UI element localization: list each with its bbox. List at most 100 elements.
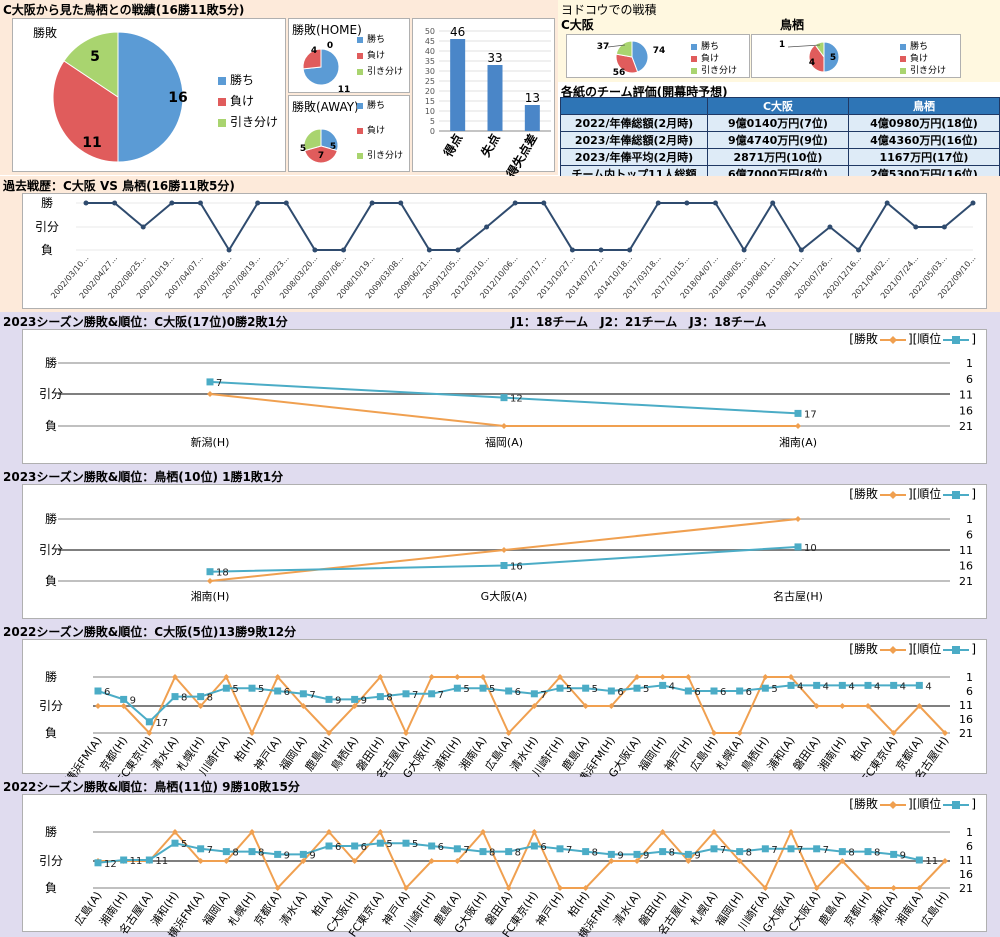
rank-point xyxy=(864,681,872,689)
rank-point xyxy=(915,856,923,864)
rank-point xyxy=(94,859,102,867)
rank-point xyxy=(197,845,205,853)
rank-data-label: 7 xyxy=(797,845,803,856)
rank-data-label: 6 xyxy=(438,842,444,853)
rank-data-label: 12 xyxy=(510,394,523,405)
legend-wl-label: [勝敗 xyxy=(849,487,878,501)
rank-data-label: 17 xyxy=(155,718,168,729)
wl-point xyxy=(531,703,538,709)
history-point xyxy=(770,200,776,206)
rank-data-label: 8 xyxy=(386,693,392,704)
rank-point xyxy=(428,690,436,698)
x-tick-label: 新潟(H) xyxy=(191,435,230,449)
wl-point xyxy=(326,829,332,835)
wl-point xyxy=(274,674,281,680)
legend-swatch xyxy=(900,56,906,62)
rank-point xyxy=(222,684,230,692)
bar-data-label: 46 xyxy=(450,25,465,39)
wl-point xyxy=(326,730,332,736)
pie-data-label: 11 xyxy=(338,85,351,95)
pie-data-label: 5 xyxy=(300,144,306,154)
y2-tick-label: 1 xyxy=(966,671,973,684)
wl-point xyxy=(865,885,871,891)
rank-data-label: 7 xyxy=(720,845,726,856)
legend-rank-label: ][順位 xyxy=(907,797,942,811)
rank-data-label: 6 xyxy=(104,687,110,698)
legend-swatch xyxy=(218,77,226,85)
rank-point xyxy=(838,681,846,689)
legend-label: 負け xyxy=(701,52,719,64)
rank-data-label: 8 xyxy=(515,848,521,859)
pie-slice xyxy=(808,44,825,73)
y-tick-label: 負 xyxy=(45,419,57,433)
rank-point xyxy=(120,856,128,864)
summary-panel: C大阪から見た鳥栖との戦績(16勝11敗5分) 勝敗 16 11 5 勝ち 負け 引き分け… xyxy=(0,0,558,181)
rank-point xyxy=(890,681,898,689)
y2-tick-label: 21 xyxy=(959,882,973,895)
wl-point xyxy=(249,730,255,736)
rank-data-label: 6 xyxy=(540,842,546,853)
wl-point xyxy=(377,674,384,680)
wl-point xyxy=(813,703,820,709)
wl-point xyxy=(120,703,127,709)
evaluation-panel: 各紙のチーム評価(開幕時予想) C大阪 鳥栖 2022/年俸総額(2月時) 9億… xyxy=(558,82,1000,183)
history-panel: 過去戦歴：C大阪 VS 鳥栖(16勝11敗5分) 勝引分負 2002/03/10.… xyxy=(0,176,1000,312)
history-point xyxy=(684,200,690,206)
rank-point xyxy=(206,568,214,576)
rank-data-label: 6 xyxy=(720,687,726,698)
table-row: 2023/年俸平均(2月時) 2871万円(10位) 1167万円(17位) xyxy=(560,148,1000,166)
rank-data-label: 6 xyxy=(335,842,341,853)
table-cell: 4億0980万円(18位) xyxy=(847,114,1000,132)
rank-point xyxy=(299,850,307,858)
wl-point xyxy=(762,674,769,680)
rank-point xyxy=(761,845,769,853)
rank-data-label: 8 xyxy=(181,693,187,704)
rank-point xyxy=(376,839,384,847)
history-point xyxy=(83,200,89,206)
rank-data-label: 8 xyxy=(848,848,854,859)
rank-point xyxy=(376,693,384,701)
bar-data-label: 33 xyxy=(487,51,502,65)
wl-point xyxy=(454,858,461,864)
rank-data-label: 9 xyxy=(335,695,341,706)
legend-swatch xyxy=(357,53,363,59)
wl-point xyxy=(890,885,897,891)
rank-point xyxy=(402,839,410,847)
table-row: 2022/年俸総額(2月時) 9億0140万円(7位) 4億0980万円(18位… xyxy=(560,114,1000,132)
chart-legend: [勝敗][順位] xyxy=(849,795,976,812)
wl-point xyxy=(505,730,512,736)
rank-data-label: 5 xyxy=(412,839,418,850)
y2-tick-label: 6 xyxy=(966,685,973,698)
pie-data-label: 4 xyxy=(809,58,815,68)
y2-tick-label: 6 xyxy=(966,840,973,853)
rank-data-label: 7 xyxy=(823,845,829,856)
wl-point xyxy=(531,829,538,835)
history-point xyxy=(627,247,633,253)
wl-point xyxy=(634,858,640,864)
y-tick-label: 0 xyxy=(430,127,435,136)
rank-point xyxy=(633,850,641,858)
y-tick-label: 10 xyxy=(425,107,435,116)
rank-point xyxy=(864,848,872,856)
rank-point xyxy=(197,693,205,701)
wl-point xyxy=(608,858,615,864)
rank-point xyxy=(500,562,508,569)
rank-data-label: 5 xyxy=(592,684,598,695)
legend-swatch xyxy=(357,69,363,75)
evaluation-table: C大阪 鳥栖 2022/年俸総額(2月時) 9億0140万円(7位) 4億098… xyxy=(560,97,1000,183)
rank-point xyxy=(710,845,718,853)
wl-point xyxy=(582,885,589,891)
y-tick-label: 40 xyxy=(425,47,435,56)
history-point xyxy=(884,200,890,206)
history-point xyxy=(598,247,604,253)
rank-point xyxy=(607,687,615,695)
rank-data-label: 8 xyxy=(489,848,495,859)
wl-point xyxy=(454,674,461,680)
rank-point xyxy=(222,848,230,856)
history-point xyxy=(255,200,261,206)
wl-point xyxy=(428,674,435,680)
wl-point xyxy=(942,730,948,736)
rank-point xyxy=(659,848,667,856)
